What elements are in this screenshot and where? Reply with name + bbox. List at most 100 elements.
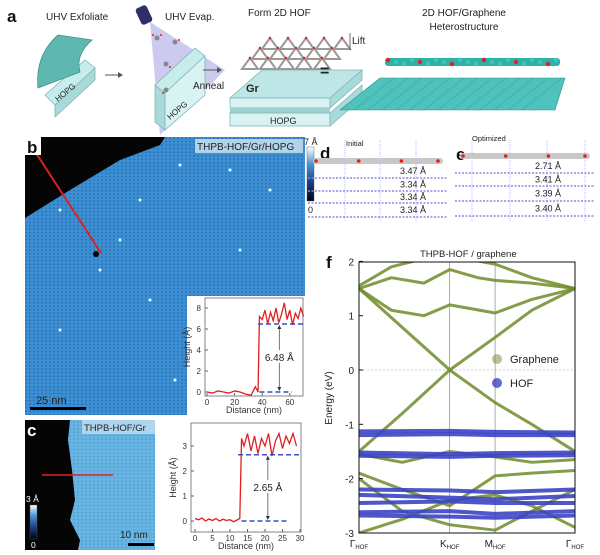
hof-band [359,487,575,495]
panel-b-stm-image: b THPB-HOF/Gr/HOPG 7 Å 0 25 nm 0 2 4 6 8 0 20 4… [25,137,318,416]
hof-lattice-triangle [278,36,298,50]
y-tick-label: 4 [197,346,202,355]
profile-line-b [33,149,102,254]
k-point-name: Γ [350,539,356,550]
oxygen-atom [546,154,551,158]
scale-bar-c [128,543,154,546]
x-tick-label: 20 [230,398,239,407]
adsorbate-spot [148,298,152,302]
y-axis-label: Height (Å) [182,327,192,368]
hof-band [359,509,575,516]
oxygen-atom [266,56,270,60]
hof-band [359,450,575,457]
step-evaporate-label: UHV Evap. [165,12,214,23]
graphene-grid-line [451,77,493,111]
adsorbate-spot [228,168,232,172]
hof-lattice-triangle [250,46,270,60]
x-tick-label: 60 [285,398,294,407]
y-tick-label: 0 [197,388,202,397]
k-point-label: KHOF [440,539,460,551]
heterostructure-model [339,57,566,111]
x-tick-label: 0 [205,398,210,407]
oxygen-atom [304,36,308,40]
oxygen-atom [314,159,318,163]
hof-lattice-triangle [286,46,306,60]
hof-lattice-triangle [312,56,332,70]
arrow-2-head [217,67,222,73]
legend-marker-hof [492,378,502,388]
molecule-atom [521,61,527,67]
molecule-atom [449,61,455,67]
oxygen-atom [503,154,508,158]
height-profile-line [194,431,298,523]
adsorbate-spot [178,163,182,167]
y-tick-label: 0 [348,366,354,377]
height-profile-line [206,302,305,396]
k-point-name: K [440,539,447,550]
graphene-gr-label: Gr [246,83,260,95]
hopg-exfoliation-illustration: HOPG [37,34,96,118]
arrow-head [265,455,270,460]
x-tick-label: 0 [193,534,198,543]
x-tick-label: 30 [296,534,305,543]
hof-lattice-triangle [258,56,278,70]
graphene-grid-line [507,77,549,111]
interlayer-spacing-label: 2.71 Å [535,161,561,171]
molecule-atom [393,59,399,65]
adsorbate-spot [138,198,142,202]
k-point-subscript: HOF [447,545,460,551]
scale-bar-c-label: 10 nm [120,530,148,541]
oxygen-atom [268,36,272,40]
adsorbate-spot [268,188,272,192]
graphene-grid-line [395,77,437,111]
y-tick-label: 1 [348,312,354,323]
graphene-grid-line [479,77,521,111]
graphene-band [359,287,575,318]
hof-lattice-triangle [294,56,314,70]
adsorbate-spot [58,328,62,332]
hof-band [359,499,575,506]
oxygen-atom [436,159,440,163]
x-axis-label: Distance (nm) [226,405,282,415]
adsorbate-spot [98,268,102,272]
step-heterostructure-label-1: 2D HOF/Graphene [422,8,506,19]
hof-on-graphene-illustration: Gr HOPG Lift [228,33,366,127]
graphene-grid-line [409,77,451,111]
adsorbate-spot [173,378,177,382]
y-tick-label: 8 [197,304,202,313]
oxygen-atom [320,56,324,60]
molecule-atom [441,59,447,65]
plot-frame [204,297,304,397]
hof-lattice-triangle [332,36,352,50]
interlayer-spacing-label: 3.41 Å [535,175,561,185]
hof-lattice-triangle [322,46,342,60]
k-point-label: MHOF [485,539,506,551]
colorbar-b [306,146,315,202]
molecule-atom [505,57,511,63]
colorbar-b-max: 7 Å [304,137,318,147]
colorbar-b-min: 0 [308,205,313,215]
evaporator-icon [135,5,153,25]
hof-lattice-triangle [260,36,280,50]
molecule-atom [433,57,439,63]
hof-molecule-layer [313,158,443,164]
x-tick-label: 5 [210,534,215,543]
oxygen-atom [330,46,334,50]
hof-lattice-triangle [276,56,296,70]
oxygen-atom [286,36,290,40]
panel-d-title: Initial [346,139,364,148]
panel-e-optimized-model: e Optimized 2.71 Å3.41 Å3.39 Å3.40 Å [455,134,595,222]
molecule-atom [545,61,551,67]
band-structure-title: THPB-HOF / graphene [420,249,517,260]
graphene-band [359,262,575,291]
hof-band [359,453,575,459]
molecule-atom [537,59,543,65]
interlayer-spacing-label: 3.34 Å [400,205,426,215]
graphene-band [359,368,575,453]
oxygen-atom [248,56,252,60]
graphene-grid-line [339,77,381,111]
hof-band [359,513,575,520]
oxygen-atom [302,56,306,60]
